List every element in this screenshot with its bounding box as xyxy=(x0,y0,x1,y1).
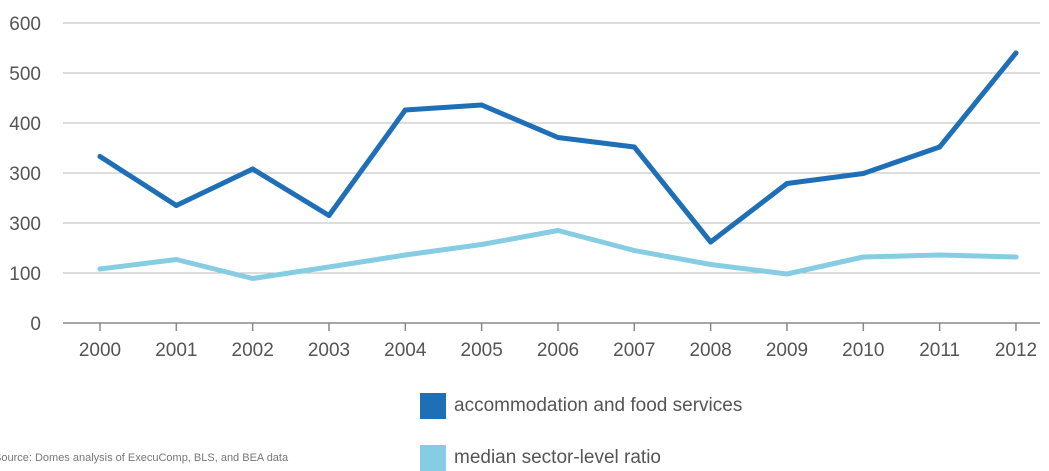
x-tick-label: 2010 xyxy=(842,340,884,361)
y-tick-label: 300 xyxy=(9,164,41,185)
data-point-median xyxy=(1013,254,1019,260)
legend-label-accommodation: accommodation and food services xyxy=(454,395,743,416)
data-point-median xyxy=(860,254,866,260)
data-point-accommodation xyxy=(937,144,943,150)
gridlines xyxy=(63,22,1040,274)
x-tick-label: 2008 xyxy=(689,340,731,361)
y-tick-label: 100 xyxy=(9,264,41,285)
x-tick-label: 2011 xyxy=(919,340,960,361)
data-point-median xyxy=(937,252,943,258)
x-tick-label: 2007 xyxy=(613,340,655,361)
data-point-median xyxy=(555,228,561,233)
data-point-median xyxy=(708,262,714,267)
series-line-median xyxy=(97,228,1019,281)
data-point-median xyxy=(250,276,256,281)
x-tick-label: 2001 xyxy=(155,340,197,361)
x-tick-label: 2000 xyxy=(79,340,121,361)
data-point-median xyxy=(173,257,179,262)
y-tick-label: 500 xyxy=(9,64,41,85)
y-tick-label: 400 xyxy=(9,114,41,135)
data-point-accommodation xyxy=(173,203,179,208)
x-tick-label: 2006 xyxy=(537,340,579,361)
data-point-median xyxy=(631,248,637,253)
legend-swatch-accommodation xyxy=(420,393,446,419)
legend-item-accommodation: accommodation and food services xyxy=(420,393,742,419)
source-note: Source: Domes analysis of ExecuComp, BLS… xyxy=(0,452,289,464)
data-point-accommodation xyxy=(784,181,790,186)
legend-swatch-median xyxy=(420,445,446,471)
data-point-accommodation xyxy=(708,239,714,245)
x-tick-label: 2002 xyxy=(232,340,274,361)
x-tick-label: 2004 xyxy=(384,340,427,361)
x-tick-label: 2009 xyxy=(766,340,808,361)
data-point-accommodation xyxy=(402,107,408,113)
data-point-median xyxy=(479,242,485,247)
legend-item-median: median sector-level ratio xyxy=(420,445,661,471)
data-point-accommodation xyxy=(479,102,485,108)
data-point-accommodation xyxy=(1013,50,1019,56)
data-point-accommodation xyxy=(631,144,637,150)
x-tick-label: 2003 xyxy=(308,340,350,361)
data-point-accommodation xyxy=(250,166,256,172)
legend-label-median: median sector-level ratio xyxy=(454,447,661,468)
data-point-median xyxy=(97,266,103,272)
data-point-median xyxy=(784,271,790,277)
data-point-accommodation xyxy=(326,213,332,218)
x-axis: 2000 2001 2002 2003 2004 2005 2006 2007 2008 2009… xyxy=(63,322,1040,361)
series-line-accommodation xyxy=(97,50,1019,245)
y-axis-ticks: 0 100 300 300 400 500 600 xyxy=(9,14,41,335)
y-tick-label: 300 xyxy=(9,214,41,235)
x-tick-label: 2012 xyxy=(995,340,1037,361)
y-tick-label: 0 xyxy=(30,314,41,335)
data-point-median xyxy=(326,264,332,270)
data-point-accommodation xyxy=(555,135,561,140)
data-point-accommodation xyxy=(97,154,103,159)
data-point-accommodation xyxy=(860,171,866,176)
y-tick-label: 600 xyxy=(9,14,41,35)
data-point-median xyxy=(402,252,408,258)
series-lines xyxy=(97,50,1019,281)
x-tick-label: 2005 xyxy=(461,340,503,361)
